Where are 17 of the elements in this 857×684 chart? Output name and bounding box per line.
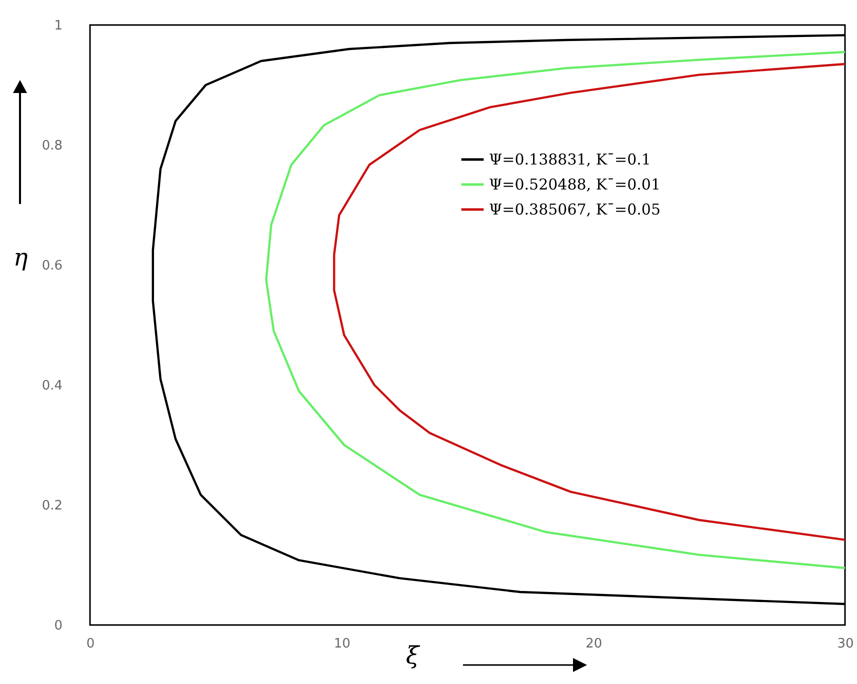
legend-label: Ψ=0.520488, K¯=0.01 (489, 176, 661, 194)
y-tick-label: 1 (54, 18, 62, 34)
x-tick-label: 20 (586, 636, 602, 652)
y-tick-label: 0.6 (42, 258, 62, 274)
y-tick-label: 0.8 (42, 138, 62, 154)
y-tick-label: 0.2 (42, 498, 62, 514)
legend-label: Ψ=0.138831, K¯=0.1 (489, 150, 651, 168)
y-tick-label: 0.4 (42, 378, 62, 394)
line-series (333, 62, 846, 541)
x-tick-label: 30 (837, 636, 854, 652)
y-tick-label: 0 (54, 618, 62, 634)
y-axis-title: η (13, 244, 28, 272)
x-axis-title: ξ (406, 642, 421, 670)
line-series (265, 50, 846, 570)
x-tick-label: 10 (334, 636, 350, 652)
legend-label: Ψ=0.385067, K¯=0.05 (489, 200, 661, 218)
x-tick-label: 0 (86, 636, 95, 652)
